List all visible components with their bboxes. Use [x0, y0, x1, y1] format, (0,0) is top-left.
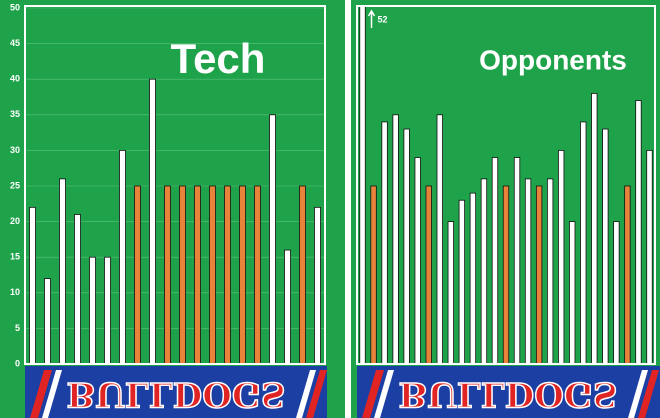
- bar: [591, 93, 598, 365]
- bar: [524, 178, 532, 365]
- bar: [436, 114, 443, 365]
- bar: [179, 185, 186, 365]
- bar: [469, 192, 477, 365]
- bar: [414, 157, 421, 365]
- bar: [535, 185, 543, 365]
- banner-text: BULLDOGS: [67, 374, 286, 414]
- chart-title: Opponents: [479, 44, 627, 75]
- banner-bg: [357, 366, 660, 418]
- bar: [546, 178, 554, 365]
- bar: [314, 206, 321, 365]
- y-tick-label: 10: [10, 287, 20, 297]
- y-tick-label: 40: [10, 74, 20, 84]
- y-tick-label: 25: [10, 180, 20, 190]
- stripe: [628, 370, 648, 418]
- data-label: 52: [378, 14, 388, 24]
- bars: [359, 6, 653, 365]
- overflow-arrow: [367, 9, 376, 28]
- bar: [624, 185, 631, 365]
- y-tick-label: 35: [10, 109, 20, 119]
- y-tick-label: 15: [10, 252, 20, 262]
- banner-text: BULLDOGS: [399, 374, 618, 414]
- bar: [359, 6, 366, 365]
- y-tick-label: 45: [10, 38, 20, 48]
- bar: [194, 185, 201, 365]
- stripe: [374, 370, 394, 418]
- bar: [149, 78, 156, 365]
- bar: [74, 214, 81, 365]
- bar: [513, 157, 521, 365]
- stripe: [306, 370, 327, 418]
- plot-frame: [356, 5, 656, 365]
- bar: [613, 221, 620, 365]
- bar: [635, 100, 642, 365]
- bar: [392, 114, 399, 365]
- bar: [209, 185, 216, 365]
- bar: [299, 185, 306, 365]
- bar: [59, 178, 66, 365]
- bar: [164, 185, 171, 365]
- plot-frame: [24, 5, 326, 365]
- y-tick-label: 0: [15, 358, 20, 368]
- y-tick-label: 20: [10, 216, 20, 226]
- bar: [239, 185, 246, 365]
- y-tick-label: 5: [15, 323, 20, 333]
- bar: [569, 221, 576, 365]
- bar: [269, 114, 276, 365]
- stripe: [42, 370, 62, 418]
- stripe: [296, 370, 316, 418]
- bar: [458, 199, 466, 365]
- bar: [403, 128, 410, 365]
- bar: [602, 128, 609, 365]
- y-tick-label: 50: [10, 2, 20, 12]
- bar: [491, 157, 499, 365]
- stripe: [638, 370, 659, 418]
- bar: [134, 185, 141, 365]
- bars: [29, 78, 321, 365]
- bar: [646, 149, 653, 365]
- panel-divider: [345, 0, 351, 418]
- bar: [370, 185, 377, 365]
- bar: [104, 256, 111, 365]
- chart-title: Tech: [171, 35, 266, 82]
- bar: [29, 206, 36, 365]
- bar: [580, 121, 587, 365]
- y-tick-label: 30: [10, 145, 20, 155]
- bar: [44, 278, 51, 365]
- stripe: [30, 370, 52, 418]
- bar: [447, 221, 454, 365]
- bar: [480, 178, 488, 365]
- bar: [381, 121, 388, 365]
- bar: [284, 249, 291, 365]
- banner: BULLDOGS: [25, 366, 327, 418]
- bar: [119, 149, 126, 365]
- banner-bg: [25, 366, 327, 418]
- bar: [254, 185, 261, 365]
- bar: [89, 256, 96, 365]
- bar: [425, 185, 432, 365]
- stripe: [362, 370, 384, 418]
- banner: BULLDOGS: [357, 366, 660, 418]
- bar: [224, 185, 231, 365]
- bar: [502, 185, 510, 365]
- bar: [558, 149, 565, 365]
